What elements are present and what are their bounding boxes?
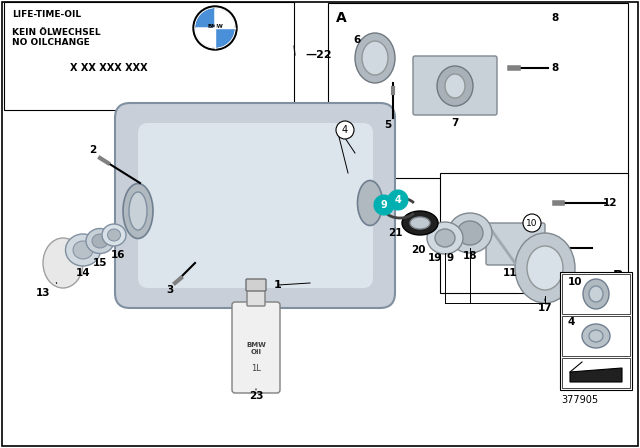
Ellipse shape — [448, 213, 492, 253]
Text: BMW
Oil: BMW Oil — [246, 341, 266, 354]
Text: 23: 23 — [249, 391, 263, 401]
Bar — [4, 2, 294, 110]
Ellipse shape — [86, 228, 114, 254]
Text: LIFE-TIME-OIL: LIFE-TIME-OIL — [12, 10, 81, 19]
Text: 377905: 377905 — [561, 395, 598, 405]
Ellipse shape — [515, 233, 575, 303]
Text: 14: 14 — [76, 268, 90, 278]
FancyBboxPatch shape — [486, 223, 545, 265]
Text: 5: 5 — [385, 120, 392, 130]
Text: BMW: BMW — [207, 23, 223, 29]
Text: 19: 19 — [428, 253, 442, 263]
FancyBboxPatch shape — [115, 103, 395, 308]
Ellipse shape — [582, 324, 610, 348]
Ellipse shape — [129, 192, 147, 230]
Ellipse shape — [92, 234, 108, 248]
Text: 15: 15 — [93, 258, 108, 268]
Ellipse shape — [65, 234, 100, 266]
Circle shape — [195, 8, 235, 48]
Text: 16: 16 — [111, 250, 125, 260]
Wedge shape — [196, 28, 215, 47]
Bar — [328, 3, 628, 178]
Text: NO OILCHANGE: NO OILCHANGE — [12, 38, 90, 47]
Text: 13: 13 — [36, 288, 51, 298]
Ellipse shape — [589, 330, 603, 342]
Ellipse shape — [527, 246, 563, 290]
Circle shape — [374, 195, 394, 215]
FancyBboxPatch shape — [247, 286, 265, 306]
Text: 4: 4 — [568, 317, 575, 327]
Polygon shape — [570, 368, 622, 382]
Text: 8: 8 — [552, 13, 559, 23]
Wedge shape — [215, 28, 234, 47]
Bar — [562, 274, 630, 314]
Ellipse shape — [427, 222, 463, 254]
Wedge shape — [196, 9, 215, 28]
Bar — [562, 316, 630, 356]
Text: 4: 4 — [342, 125, 348, 135]
Text: 17: 17 — [538, 303, 552, 313]
Circle shape — [523, 214, 541, 232]
Text: 1L: 1L — [251, 363, 261, 372]
Text: 6: 6 — [353, 35, 360, 45]
Text: 12: 12 — [603, 198, 617, 208]
Text: 18: 18 — [463, 251, 477, 261]
Text: 7: 7 — [451, 118, 459, 128]
Text: B: B — [613, 269, 623, 283]
FancyBboxPatch shape — [138, 123, 373, 288]
Ellipse shape — [362, 41, 388, 75]
Circle shape — [336, 121, 354, 139]
Ellipse shape — [589, 286, 603, 302]
Ellipse shape — [355, 33, 395, 83]
Circle shape — [193, 6, 237, 50]
Ellipse shape — [43, 238, 83, 288]
Text: 8: 8 — [552, 63, 559, 73]
Text: 3: 3 — [166, 285, 173, 295]
Text: 9: 9 — [381, 200, 387, 210]
Text: 10: 10 — [526, 219, 538, 228]
Bar — [440, 173, 628, 293]
Ellipse shape — [410, 217, 430, 229]
Text: 4: 4 — [395, 195, 401, 205]
Text: 21: 21 — [388, 228, 403, 238]
Ellipse shape — [435, 229, 455, 247]
Text: 20: 20 — [411, 245, 425, 255]
Ellipse shape — [123, 184, 153, 238]
Text: 10: 10 — [568, 277, 582, 287]
Ellipse shape — [445, 74, 465, 98]
Ellipse shape — [358, 181, 383, 225]
Wedge shape — [215, 9, 234, 28]
Ellipse shape — [102, 224, 126, 246]
Text: KEIN ÖLWECHSEL: KEIN ÖLWECHSEL — [12, 28, 100, 37]
FancyBboxPatch shape — [246, 279, 266, 291]
Text: 9: 9 — [447, 253, 454, 263]
FancyBboxPatch shape — [232, 302, 280, 393]
Bar — [560, 272, 632, 390]
Text: —22: —22 — [305, 50, 332, 60]
FancyBboxPatch shape — [413, 56, 497, 115]
Bar — [562, 358, 630, 388]
Text: A: A — [336, 11, 347, 25]
Circle shape — [388, 190, 408, 210]
Text: X XX XXX XXX: X XX XXX XXX — [70, 63, 148, 73]
Ellipse shape — [108, 229, 120, 241]
Ellipse shape — [402, 211, 438, 235]
Ellipse shape — [73, 241, 93, 259]
Text: 11: 11 — [503, 268, 517, 278]
Text: 2: 2 — [90, 145, 97, 155]
Ellipse shape — [457, 221, 483, 245]
Ellipse shape — [583, 279, 609, 309]
Text: 1: 1 — [274, 280, 282, 290]
Ellipse shape — [437, 66, 473, 106]
